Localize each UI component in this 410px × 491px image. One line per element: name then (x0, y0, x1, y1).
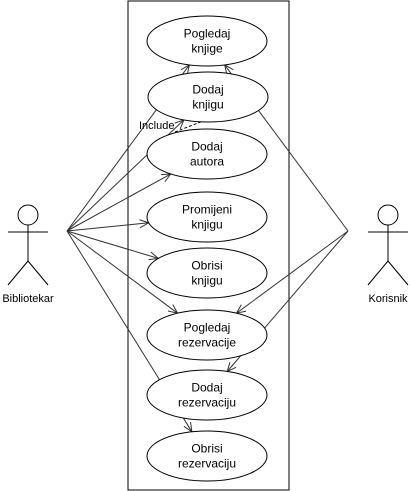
use-case-label: knjigu (192, 98, 223, 112)
actor-left-leg (367, 260, 389, 286)
actor-right-leg (27, 260, 49, 286)
use-case-label: Dodaj (191, 140, 222, 154)
actors-layer: Bibliotekar Korisnik (2, 204, 409, 305)
use-case-ellipse (146, 430, 268, 482)
use-case-label: Dodaj (192, 83, 223, 97)
use-case-label: rezervacije (178, 336, 236, 350)
include-dashed-line (174, 120, 204, 133)
association-bibliotekar-dodaj-autora (66, 174, 171, 232)
use-case-ellipse (146, 191, 268, 243)
actor-left-leg (7, 260, 29, 286)
use-case-label: knjigu (191, 274, 222, 288)
actor-head (17, 204, 39, 226)
actor-right-leg (387, 260, 409, 286)
association-korisnik-pogledaj-rezervacije (237, 230, 349, 313)
actor-korisnik[interactable]: Korisnik (367, 204, 409, 305)
include-relation: Include (139, 120, 204, 133)
use-case-label: Pogledaj (184, 321, 231, 335)
use-case-ellipse (146, 369, 268, 421)
actor-label: Korisnik (368, 293, 408, 305)
include-label: Include (139, 120, 174, 132)
actor-head (377, 204, 399, 226)
use-case-label: Dodaj (191, 381, 222, 395)
use-case-ellipse (146, 247, 268, 299)
actor-bibliotekar[interactable]: Bibliotekar (2, 204, 54, 305)
use-case-ellipse (146, 128, 268, 180)
association-bibliotekar-obrisi-knjigu (66, 230, 158, 258)
use-case-label: Obrisi (191, 442, 222, 456)
association-bibliotekar-pogledaj-rezervacije (66, 230, 178, 313)
use-case-label: rezervaciju (178, 457, 236, 471)
use-case-label: Pogledaj (184, 27, 231, 41)
use-case-ellipse (146, 309, 268, 361)
use-case-label: knjigu (191, 218, 222, 232)
use-cases-layer: PogledajknjigeDodajknjiguDodajautoraProm… (139, 15, 269, 482)
use-case-label: Promijeni (182, 203, 232, 217)
actor-label: Bibliotekar (2, 293, 54, 305)
use-case-label: autora (190, 155, 224, 169)
use-case-ellipse (146, 15, 268, 67)
association-bibliotekar-promijeni-knjigu (66, 223, 149, 232)
use-case-label: rezervaciju (178, 396, 236, 410)
use-case-label: Obrisi (191, 259, 222, 273)
use-case-ellipse (147, 71, 269, 123)
use-case-label: knjige (191, 42, 223, 56)
